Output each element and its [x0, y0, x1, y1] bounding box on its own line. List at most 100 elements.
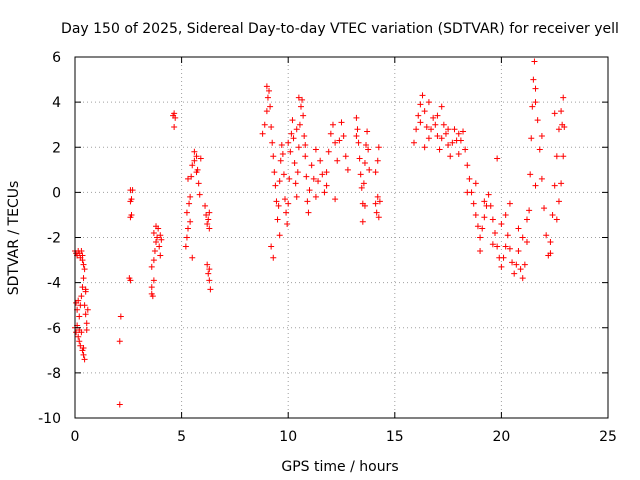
chart-title: Day 150 of 2025, Sidereal Day-to-day VTE… — [61, 21, 619, 37]
y-tick-label: -2 — [47, 231, 61, 247]
data-point — [77, 342, 84, 349]
data-point — [277, 157, 284, 164]
data-point — [284, 220, 291, 227]
data-point — [280, 171, 287, 178]
data-point — [423, 123, 430, 130]
data-point — [156, 243, 163, 250]
data-point — [79, 284, 86, 291]
data-point — [559, 121, 566, 128]
data-point — [150, 257, 157, 264]
data-point — [325, 148, 332, 155]
data-point — [375, 214, 382, 221]
data-point — [440, 121, 447, 128]
data-point — [530, 76, 537, 83]
data-point — [116, 338, 123, 345]
data-point — [472, 211, 479, 218]
data-point — [357, 171, 364, 178]
data-point — [300, 112, 307, 119]
data-point — [270, 254, 277, 261]
data-point — [353, 114, 360, 121]
data-point — [206, 277, 213, 284]
data-point — [319, 171, 326, 178]
data-point — [293, 193, 300, 200]
data-point — [527, 171, 534, 178]
x-tick-label: 5 — [177, 429, 186, 445]
data-point — [338, 119, 345, 126]
data-point — [541, 205, 548, 212]
data-point — [183, 209, 190, 216]
data-point — [438, 135, 445, 142]
data-point — [154, 234, 161, 241]
data-point — [466, 175, 473, 182]
data-point — [285, 200, 292, 207]
data-point — [334, 157, 341, 164]
data-point — [462, 146, 469, 153]
data-point — [182, 243, 189, 250]
data-point — [555, 198, 562, 205]
data-point — [558, 180, 565, 187]
data-point — [151, 248, 158, 255]
y-tick-label: 0 — [52, 185, 61, 201]
data-point — [551, 110, 558, 117]
data-point — [327, 130, 334, 137]
data-point — [293, 126, 300, 133]
data-point — [464, 189, 471, 196]
data-point — [312, 193, 319, 200]
data-point — [267, 103, 274, 110]
data-point — [78, 293, 85, 300]
data-point — [83, 320, 90, 327]
data-point — [455, 130, 462, 137]
data-point — [148, 263, 155, 270]
data-point — [451, 126, 458, 133]
data-point — [421, 108, 428, 115]
data-point — [299, 96, 306, 103]
data-point — [157, 232, 164, 239]
data-point — [506, 200, 513, 207]
data-point — [360, 180, 367, 187]
data-point — [81, 356, 88, 363]
data-point — [425, 99, 432, 106]
data-point — [187, 193, 194, 200]
data-point — [517, 266, 524, 273]
data-point — [549, 211, 556, 218]
data-point — [283, 209, 290, 216]
data-point — [153, 223, 160, 230]
data-point — [419, 92, 426, 99]
data-point — [489, 241, 496, 248]
data-point — [128, 211, 135, 218]
data-point — [288, 130, 295, 137]
data-point — [197, 155, 204, 162]
data-point — [372, 169, 379, 176]
data-point — [129, 187, 136, 194]
data-point — [489, 216, 496, 223]
data-point — [268, 243, 275, 250]
data-point — [502, 211, 509, 218]
data-point — [193, 153, 200, 160]
data-point — [447, 153, 454, 160]
data-point — [191, 157, 198, 164]
data-point — [171, 123, 178, 130]
data-point — [271, 169, 278, 176]
data-point — [519, 275, 526, 282]
data-point — [302, 153, 309, 160]
y-tick-label: 2 — [52, 140, 61, 156]
data-point — [332, 196, 339, 203]
data-point — [374, 157, 381, 164]
data-point — [515, 225, 522, 232]
data-point — [492, 229, 499, 236]
data-point — [263, 108, 270, 115]
y-tick-label: -6 — [47, 321, 61, 337]
grid-lines — [75, 57, 608, 418]
data-point — [84, 306, 91, 313]
data-point — [303, 173, 310, 180]
data-point — [438, 103, 445, 110]
data-point — [117, 313, 124, 320]
x-axis-label: GPS time / hours — [281, 459, 398, 475]
data-point — [172, 114, 179, 121]
data-point — [81, 302, 88, 309]
data-point — [83, 327, 90, 334]
data-point — [361, 202, 368, 209]
data-point — [445, 126, 452, 133]
data-point — [186, 200, 193, 207]
data-point — [150, 277, 157, 284]
